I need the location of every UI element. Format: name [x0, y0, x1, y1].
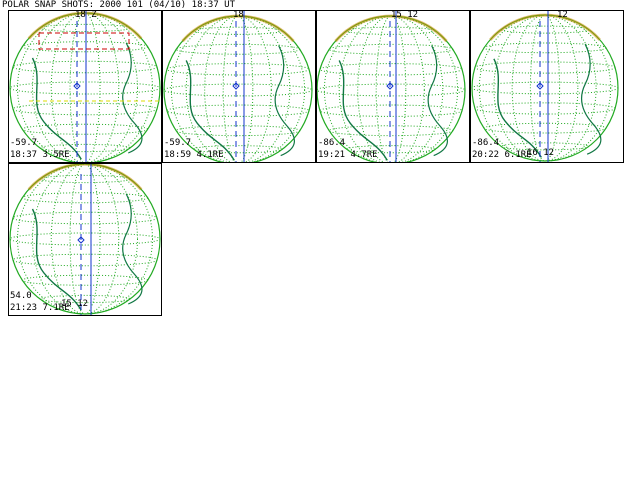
snapshot-panel-3: 15 12 -86.4 19:21 4.7RE — [316, 10, 470, 163]
longitude-line — [70, 13, 100, 163]
coastline — [33, 58, 82, 159]
snapshot-panel-1: 18 Z -59.7 18:37 3.5RE — [8, 10, 162, 163]
globe-plot-5 — [9, 164, 162, 316]
time-range-label: 18:37 3.5RE — [10, 151, 70, 160]
latitude-line — [484, 123, 606, 133]
latitude-label: 54.0 — [10, 292, 32, 301]
coastline — [275, 46, 294, 156]
longitude-line — [494, 15, 596, 161]
longitude-line — [223, 16, 253, 163]
longitude-line — [18, 13, 153, 163]
longitude-line — [51, 13, 119, 163]
latitude-line — [501, 26, 589, 33]
clock-label: 15 12 — [391, 11, 418, 20]
longitude-line — [358, 16, 425, 163]
time-range-label: 18:59 4.1RE — [164, 151, 224, 160]
clock-label: 12 — [557, 11, 568, 20]
field-of-view-box — [39, 33, 129, 49]
aurora-oval — [490, 15, 600, 40]
longitude-line — [186, 16, 290, 163]
longitude-line — [18, 164, 153, 314]
longitude-line — [70, 164, 100, 314]
snapshot-panel-5: 15 12 54.0 21:23 7.1RE — [8, 163, 162, 316]
longitude-line — [530, 15, 559, 161]
longitude-line — [33, 164, 138, 314]
longitude-line — [51, 164, 119, 314]
time-range-label: 21:23 7.1RE — [10, 304, 70, 313]
longitude-line — [512, 15, 578, 161]
latitude-line — [40, 175, 130, 182]
latitude-label: -59.7 — [164, 139, 191, 148]
time-range-label: 19:21 4.7RE — [318, 151, 378, 160]
snapshot-panel-2: 18 -59.7 18:59 4.1RE — [162, 10, 316, 163]
coastline — [123, 43, 142, 153]
latitude-line — [40, 24, 130, 31]
time-range-label: 20:22 6.1RE — [472, 151, 532, 160]
longitude-line — [171, 16, 304, 163]
latitude-label: -59.7 — [10, 139, 37, 148]
longitude-line — [33, 13, 138, 163]
latitude-line — [475, 103, 615, 114]
clock-label: 18 — [233, 11, 244, 20]
coastline — [123, 194, 142, 304]
aurora-oval — [29, 164, 142, 189]
latitude-label: -86.4 — [318, 139, 345, 148]
longitude-line — [376, 16, 406, 163]
coastline — [33, 209, 82, 310]
snapshot-panel-4: 12 16 12 -86.4 20:22 6.1RE — [470, 10, 624, 163]
longitude-line — [339, 16, 443, 163]
page-title: POLAR SNAP SHOTS: 2000 101 (04/10) 18:37… — [2, 0, 235, 10]
latitude-label: -86.4 — [472, 139, 499, 148]
clock-label: 18 Z — [75, 11, 97, 20]
longitude-line — [205, 16, 272, 163]
coastline — [428, 46, 447, 156]
